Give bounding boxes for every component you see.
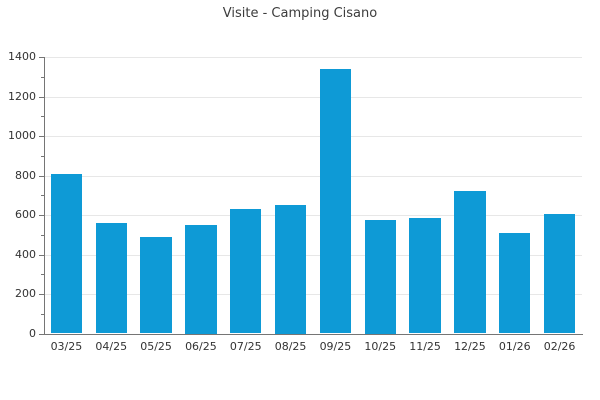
bar-05/25: [140, 236, 172, 334]
y-major-tick: [39, 333, 44, 335]
gridline: [44, 57, 582, 58]
x-tick-label: 05/25: [140, 339, 172, 353]
gridline: [44, 136, 582, 137]
x-tick-label: 03/25: [50, 339, 83, 353]
x-tick-label: 06/25: [185, 339, 217, 353]
y-tick-label: 600: [15, 208, 36, 221]
bar-08/25: [274, 205, 307, 334]
y-major-tick: [39, 215, 44, 216]
x-tick-label: 08/25: [274, 339, 307, 353]
y-tick-label: 1000: [8, 129, 36, 142]
y-major-tick: [39, 57, 44, 58]
gridline: [44, 294, 582, 295]
bar-07/25: [230, 209, 262, 334]
y-major-tick: [39, 294, 44, 295]
y-minor-tick: [41, 76, 44, 78]
y-minor-tick: [41, 234, 44, 236]
bar-04/25: [95, 222, 127, 334]
bar-11/25: [409, 217, 441, 334]
y-major-tick: [39, 175, 44, 177]
x-tick-label: 10/25: [364, 339, 397, 353]
x-tick-label: 11/25: [409, 339, 441, 353]
y-tick-label: 1200: [8, 89, 36, 103]
gridline: [44, 96, 582, 98]
bar-06/25: [185, 224, 217, 334]
y-tick-label: 200: [15, 287, 36, 300]
y-minor-tick: [41, 116, 44, 118]
gridline: [44, 175, 582, 177]
x-tick-label: 04/25: [95, 339, 128, 353]
y-minor-tick: [41, 155, 44, 157]
y-tick-label: 400: [15, 247, 36, 261]
bar-10/25: [364, 219, 396, 334]
gridline: [44, 215, 582, 216]
chart-title: Visite - Camping Cisano: [222, 6, 378, 21]
y-tick-label: 800: [15, 168, 36, 182]
x-tick-label: 01/26: [498, 339, 531, 353]
bar-12/25: [454, 191, 486, 334]
y-minor-tick: [41, 274, 44, 276]
x-tick-label: 09/25: [319, 339, 352, 353]
x-tick-label: 12/25: [454, 339, 486, 353]
gridline: [44, 254, 582, 256]
x-tick-label: 02/26: [543, 339, 576, 353]
bar-03/25: [50, 173, 83, 334]
bar-09/25: [319, 68, 352, 334]
y-minor-tick: [41, 195, 44, 197]
y-tick-label: 0: [29, 326, 36, 340]
y-major-tick: [39, 254, 44, 256]
bar-02/26: [543, 214, 576, 334]
y-major-tick: [39, 136, 44, 137]
x-tick-label: 07/25: [229, 339, 262, 353]
y-tick-label: 1400: [8, 50, 36, 63]
y-minor-tick: [41, 313, 44, 315]
bar-01/26: [499, 232, 531, 334]
x-axis-line: [44, 333, 583, 335]
y-axis-line: [44, 57, 45, 334]
y-major-tick: [39, 96, 44, 98]
